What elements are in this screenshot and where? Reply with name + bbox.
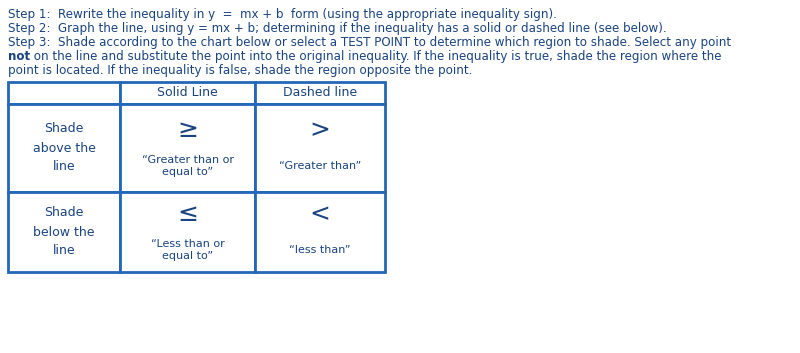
Bar xyxy=(120,192,255,272)
Text: Step 3:  Shade according to the chart below or select a TEST POINT to determine : Step 3: Shade according to the chart bel… xyxy=(8,36,731,49)
Text: ≥: ≥ xyxy=(177,118,198,142)
Bar xyxy=(255,82,385,104)
Text: ≤: ≤ xyxy=(177,202,198,226)
Text: <: < xyxy=(310,202,330,226)
Bar xyxy=(120,82,255,104)
Text: Shade
above the
line: Shade above the line xyxy=(33,122,95,174)
Text: Solid Line: Solid Line xyxy=(157,86,218,100)
Text: not: not xyxy=(8,50,30,63)
Text: “Greater than”: “Greater than” xyxy=(279,161,361,171)
Text: “less than”: “less than” xyxy=(290,245,350,255)
Text: Shade
below the
line: Shade below the line xyxy=(34,207,94,257)
Text: “Greater than or
equal to”: “Greater than or equal to” xyxy=(142,155,234,177)
Bar xyxy=(120,104,255,192)
Text: Dashed line: Dashed line xyxy=(283,86,357,100)
Bar xyxy=(8,82,120,104)
Bar xyxy=(255,192,385,272)
Bar xyxy=(8,104,120,192)
Bar xyxy=(8,192,120,272)
Text: Step 2:  Graph the line, using y = mx + b; determining if the inequality has a s: Step 2: Graph the line, using y = mx + b… xyxy=(8,22,666,35)
Text: >: > xyxy=(310,118,330,142)
Bar xyxy=(255,104,385,192)
Text: point is located. If the inequality is false, shade the region opposite the poin: point is located. If the inequality is f… xyxy=(8,64,472,77)
Text: Step 1:  Rewrite the inequality in y  =  mx + b  form (using the appropriate ine: Step 1: Rewrite the inequality in y = mx… xyxy=(8,8,557,21)
Text: on the line and substitute the point into the original inequality. If the inequa: on the line and substitute the point int… xyxy=(30,50,722,63)
Text: “Less than or
equal to”: “Less than or equal to” xyxy=(150,239,224,261)
